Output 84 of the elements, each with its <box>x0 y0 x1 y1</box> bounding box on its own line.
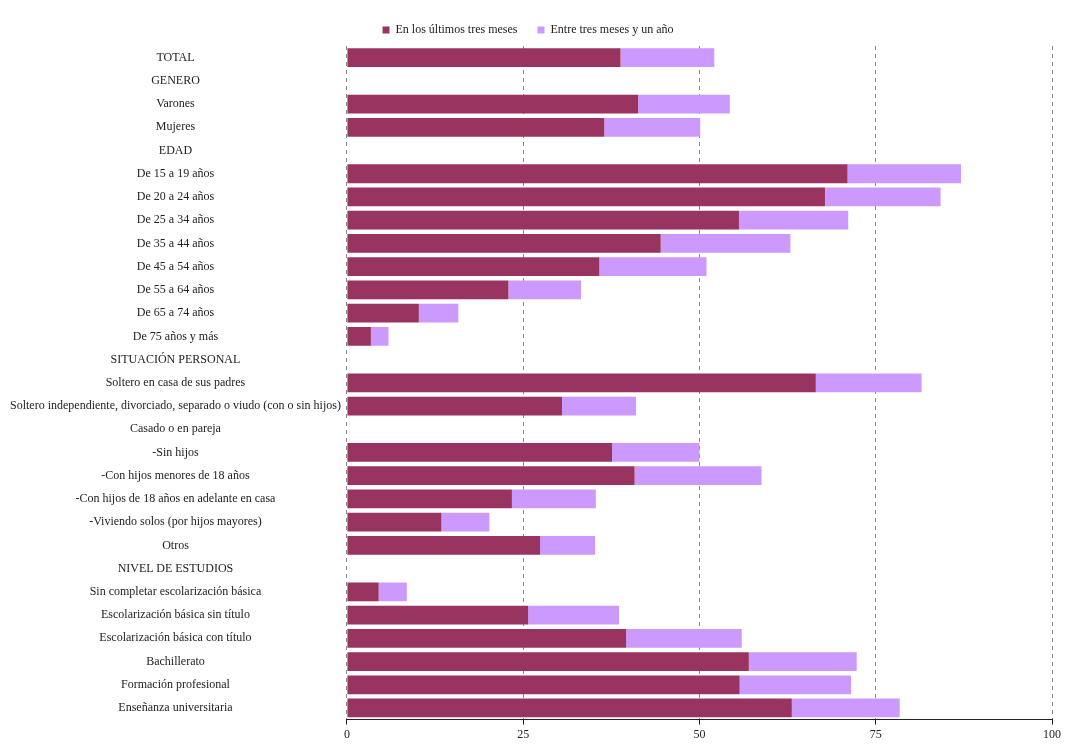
bar <box>347 698 792 718</box>
bar <box>347 536 541 555</box>
y-tick-label: Enseñanza universitaria <box>118 700 234 715</box>
bar <box>508 280 582 300</box>
y-tick-label: -Sin hijos <box>152 444 199 459</box>
bar <box>418 303 459 323</box>
bar <box>347 628 627 648</box>
y-tick-label: De 15 a 19 años <box>136 165 215 180</box>
y-tick-label: Soltero en casa de sus padres <box>105 374 246 389</box>
y-tick-label: Soltero independiente, divorciado, separado o viudo (con o sin hijos) <box>9 398 341 413</box>
y-tick-label: Sin completar escolarización básica <box>89 584 262 598</box>
x-tick-label: 25 <box>517 726 530 741</box>
bar <box>620 48 715 67</box>
bar <box>347 326 371 346</box>
bar <box>347 605 529 625</box>
x-tick-label: 75 <box>869 726 882 741</box>
y-tick-label: NIVEL DE ESTUDIOS <box>117 560 234 575</box>
bar <box>824 187 941 207</box>
bar <box>347 443 613 462</box>
bar <box>791 698 900 718</box>
bar <box>347 652 749 671</box>
y-tick-label: GENERO <box>151 73 201 87</box>
bar <box>660 234 791 253</box>
y-tick-label: De 20 a 24 años <box>136 189 215 204</box>
bar <box>347 396 562 416</box>
bar <box>540 536 596 555</box>
y-tick-label: -Con hijos de 18 años en adelante en casa <box>75 491 277 506</box>
bar <box>748 652 857 671</box>
bar <box>347 280 509 300</box>
legend-label: En los últimos tres meses <box>395 22 518 37</box>
bar <box>815 373 922 393</box>
y-tick-label: Escolarización básica con título <box>99 630 252 645</box>
bar <box>347 234 661 253</box>
bar <box>738 210 849 230</box>
bar <box>347 512 442 532</box>
x-tick-label: 50 <box>693 726 706 741</box>
y-tick-label: Mujeres <box>155 119 196 134</box>
y-tick-label: SITUACIÓN PERSONAL <box>110 351 241 366</box>
bar <box>599 257 707 277</box>
bar <box>347 675 740 695</box>
bar <box>626 628 742 648</box>
bar <box>347 164 848 184</box>
bar <box>347 257 600 277</box>
y-tick-label: De 35 a 44 años <box>136 235 215 250</box>
bar <box>561 396 637 416</box>
bar <box>511 489 596 509</box>
bar <box>441 512 490 532</box>
bar <box>378 582 407 602</box>
y-tick-label: Formación profesional <box>120 676 231 691</box>
y-tick-label: Escolarización básica sin título <box>100 607 250 622</box>
x-tick-label: 0 <box>343 726 350 741</box>
y-tick-label: EDAD <box>158 142 193 157</box>
y-tick-label: De 55 a 64 años <box>136 282 215 297</box>
bar <box>612 443 700 462</box>
bar <box>347 94 639 114</box>
bar <box>604 117 701 137</box>
bar <box>347 582 379 602</box>
y-tick-label: Casado o en pareja <box>129 421 222 436</box>
bar <box>739 675 852 695</box>
y-tick-label: De 65 a 74 años <box>136 305 215 320</box>
bar <box>347 303 419 323</box>
y-tick-label: Otros <box>162 537 190 552</box>
legend-label: Entre tres meses y un año <box>550 22 674 37</box>
y-tick-label: Bachillerato <box>146 653 205 668</box>
bar <box>370 326 389 346</box>
bar <box>347 373 816 393</box>
y-tick-label: De 75 años y más <box>132 328 219 343</box>
bar <box>847 164 962 184</box>
y-tick-label: -Viviendo solos (por hijos mayores) <box>89 514 262 529</box>
x-tick-label: 100 <box>1043 726 1061 741</box>
bar <box>634 466 762 486</box>
bar <box>347 466 635 486</box>
bar <box>347 210 739 230</box>
bar <box>638 94 730 114</box>
y-tick-label: TOTAL <box>156 49 195 64</box>
y-tick-label: Varones <box>156 96 196 111</box>
bar <box>347 48 621 67</box>
y-tick-label: -Con hijos menores de 18 años <box>101 467 250 482</box>
y-tick-label: De 45 a 54 años <box>136 258 215 273</box>
bar <box>347 187 825 207</box>
bar <box>528 605 620 625</box>
bar <box>347 489 512 509</box>
y-tick-label: De 25 a 34 años <box>136 212 215 227</box>
bar <box>347 117 605 137</box>
